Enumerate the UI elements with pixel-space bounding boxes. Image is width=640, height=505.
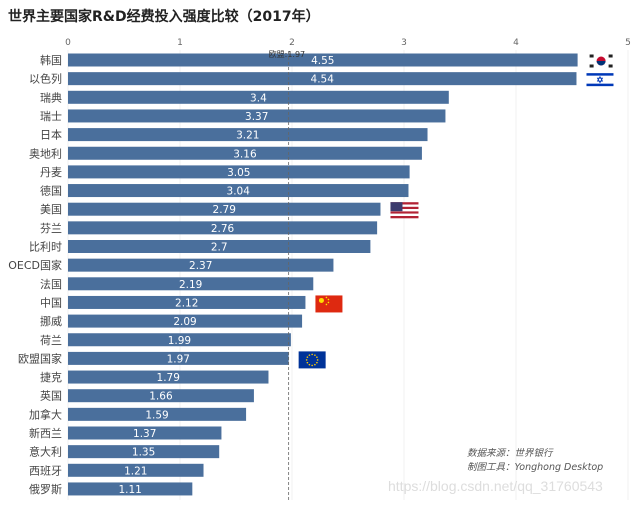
data-label: 1.59 (145, 409, 168, 421)
data-label: 1.11 (118, 484, 141, 496)
category-label: 中国 (40, 296, 62, 309)
bar[interactable] (68, 351, 289, 365)
tool-note: 制图工具：Yonghong Desktop (467, 462, 604, 473)
data-label: 1.97 (167, 353, 190, 365)
category-label: 法国 (40, 277, 62, 291)
category-label: 挪威 (40, 314, 62, 328)
data-label: 1.35 (132, 447, 155, 459)
data-label: 2.7 (211, 242, 228, 254)
chart-title: 世界主要国家R&D经费投入强度比较（2017年） (8, 9, 320, 25)
category-label: 丹麦 (40, 166, 62, 179)
data-label: 1.99 (168, 335, 191, 347)
data-label: 3.21 (236, 130, 259, 142)
category-label: 以色列 (29, 72, 62, 86)
bar[interactable] (68, 53, 578, 67)
bar[interactable] (68, 184, 409, 198)
bar[interactable] (68, 109, 446, 123)
data-label: 4.55 (311, 55, 334, 67)
category-label: 意大利 (29, 445, 62, 459)
x-tick-label: 5 (625, 38, 631, 48)
bar[interactable] (68, 277, 314, 291)
category-label: 美国 (40, 203, 62, 216)
bar[interactable] (68, 240, 371, 253)
category-label: 新西兰 (29, 426, 62, 440)
watermark: https://blog.csdn.net/qq_31760543 (388, 478, 603, 494)
bar[interactable] (68, 389, 254, 403)
data-label: 3.04 (227, 186, 251, 198)
data-label: 3.05 (227, 167, 250, 179)
x-tick-label: 0 (65, 38, 71, 48)
data-label: 1.37 (133, 428, 156, 440)
bar[interactable] (68, 333, 291, 347)
category-label: 瑞士 (40, 109, 62, 123)
data-label: 2.19 (179, 279, 202, 291)
category-label: OECD国家 (8, 258, 62, 272)
reference-line-label: 欧盟:1.97 (269, 49, 306, 59)
data-label: 2.12 (175, 297, 198, 309)
data-label: 1.21 (124, 465, 147, 477)
category-label: 比利时 (29, 241, 62, 254)
data-label: 2.09 (173, 316, 196, 328)
x-tick-label: 4 (513, 38, 519, 48)
china-flag-icon (315, 295, 343, 313)
x-tick-label: 2 (289, 38, 295, 48)
x-tick-label: 1 (177, 38, 183, 48)
bar[interactable] (68, 128, 428, 142)
bar[interactable] (68, 165, 410, 179)
bar[interactable] (68, 258, 334, 272)
bar[interactable] (68, 202, 381, 216)
south-korea-flag-icon (587, 53, 615, 69)
data-label: 2.79 (213, 204, 236, 216)
x-tick-label: 3 (401, 38, 407, 48)
data-label: 1.79 (157, 372, 180, 384)
category-label: 奥地利 (29, 146, 62, 160)
category-label: 芬兰 (40, 222, 62, 235)
eu-flag-icon (298, 351, 326, 369)
bar[interactable] (68, 221, 378, 235)
bar[interactable] (68, 72, 577, 86)
category-label: 加拿大 (29, 407, 62, 421)
category-label: 俄罗斯 (29, 483, 62, 496)
bar[interactable] (68, 370, 269, 384)
source-note: 数据来源：世界银行 (467, 448, 553, 459)
bar[interactable] (68, 146, 422, 160)
usa-flag-icon (390, 202, 419, 219)
bar[interactable] (68, 314, 303, 328)
category-label: 欧盟国家 (18, 351, 62, 365)
israel-flag-icon (586, 71, 614, 88)
category-label: 日本 (40, 128, 62, 142)
data-label: 2.76 (211, 223, 235, 235)
category-label: 英国 (40, 389, 62, 403)
bar[interactable] (68, 463, 204, 477)
category-label: 瑞典 (40, 90, 62, 104)
data-label: 3.37 (245, 111, 268, 123)
category-label: 西班牙 (29, 464, 62, 477)
bar[interactable] (68, 295, 306, 309)
bar[interactable] (68, 90, 449, 104)
category-label: 荷兰 (40, 334, 62, 347)
data-label: 3.16 (233, 148, 257, 160)
bar[interactable] (68, 407, 247, 421)
bar[interactable] (68, 426, 222, 440)
category-label: 韩国 (40, 53, 62, 67)
bar[interactable] (68, 482, 193, 496)
category-label: 捷克 (40, 370, 62, 384)
data-label: 2.37 (189, 260, 212, 272)
data-label: 1.66 (149, 391, 173, 403)
data-label: 3.4 (250, 92, 267, 104)
bar[interactable] (68, 445, 220, 459)
category-label: 德国 (40, 184, 62, 198)
data-label: 4.54 (311, 74, 335, 86)
